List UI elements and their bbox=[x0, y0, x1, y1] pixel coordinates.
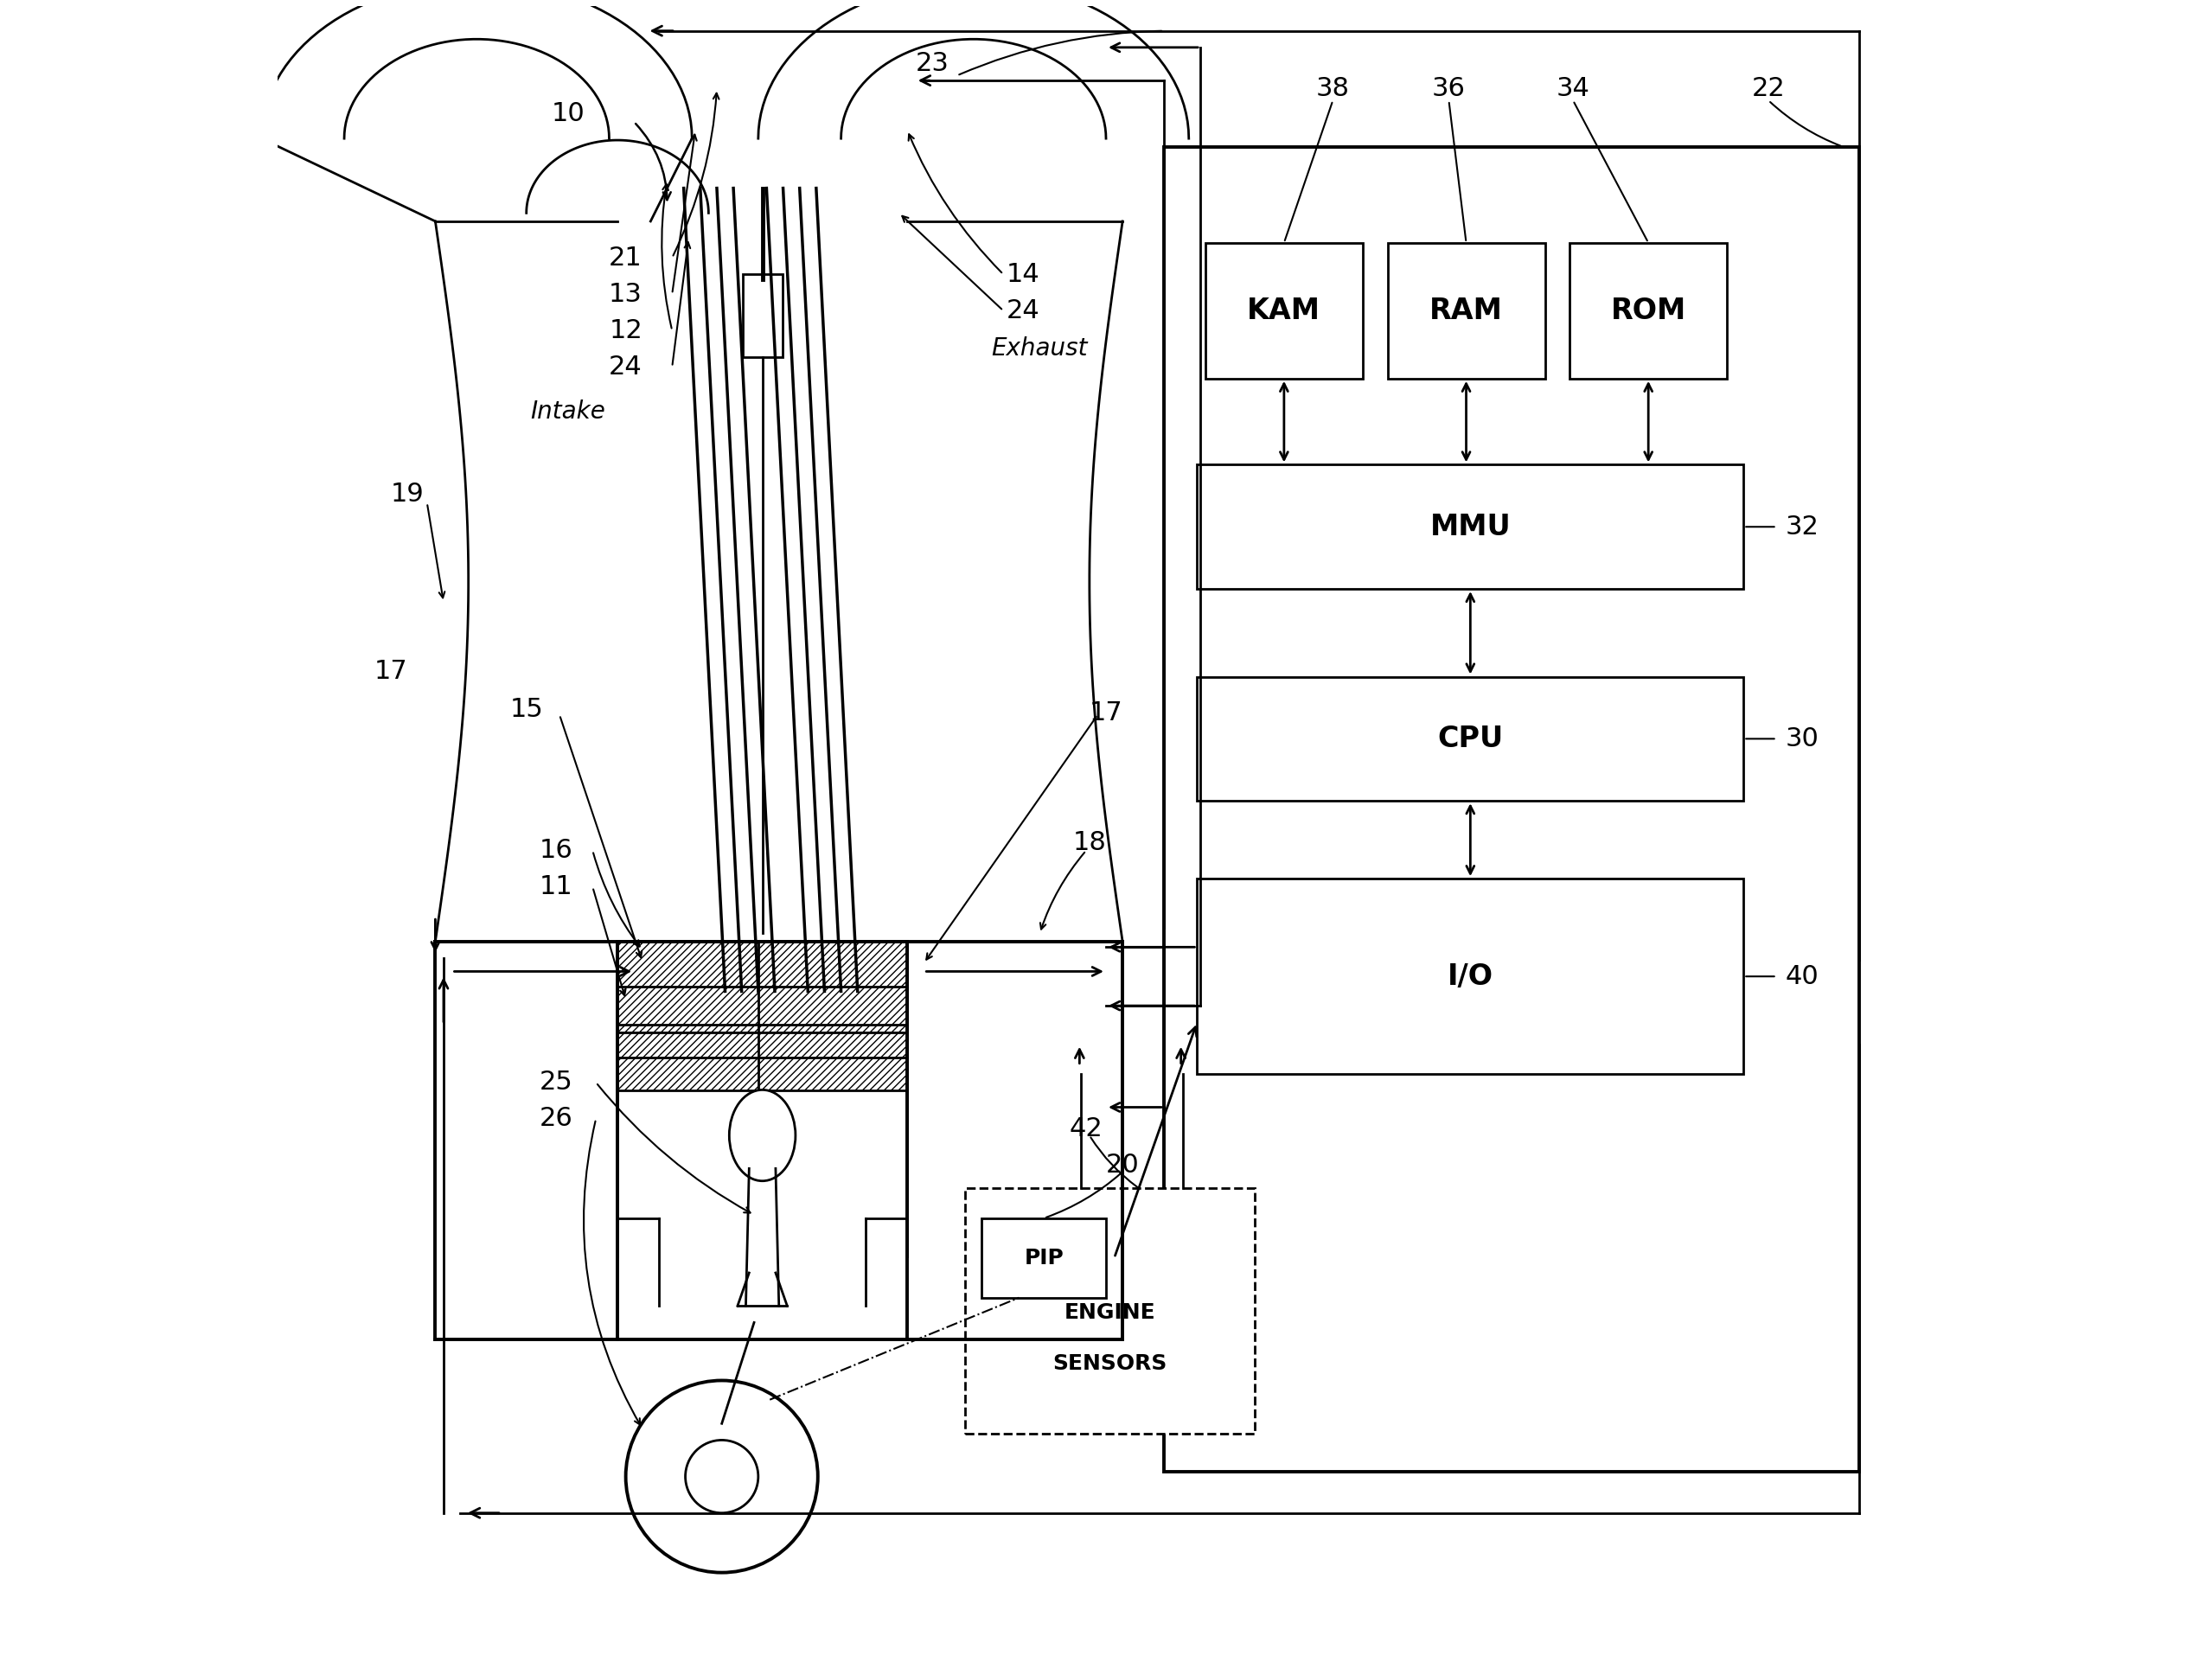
Text: 19: 19 bbox=[389, 482, 425, 507]
Bar bbox=[1387, 244, 1544, 379]
Text: 14: 14 bbox=[1006, 262, 1040, 287]
Text: 15: 15 bbox=[509, 697, 544, 722]
Bar bbox=[1197, 465, 1743, 589]
Text: RAM: RAM bbox=[1429, 297, 1502, 325]
Text: 20: 20 bbox=[1106, 1153, 1139, 1178]
Text: SENSORS: SENSORS bbox=[1053, 1353, 1168, 1374]
Text: 42: 42 bbox=[1068, 1116, 1104, 1141]
Polygon shape bbox=[617, 1032, 768, 1091]
Bar bbox=[1206, 244, 1363, 379]
Bar bbox=[1571, 244, 1728, 379]
Text: 32: 32 bbox=[1785, 514, 1818, 539]
Text: 24: 24 bbox=[1006, 299, 1040, 324]
Text: 25: 25 bbox=[540, 1069, 573, 1094]
Text: 30: 30 bbox=[1785, 726, 1818, 751]
Text: ENGINE: ENGINE bbox=[1064, 1303, 1157, 1323]
Text: 40: 40 bbox=[1785, 964, 1818, 989]
Text: 21: 21 bbox=[608, 245, 641, 270]
Circle shape bbox=[626, 1381, 818, 1573]
Text: CPU: CPU bbox=[1438, 724, 1504, 752]
Text: 23: 23 bbox=[916, 52, 949, 77]
Text: I/O: I/O bbox=[1447, 962, 1493, 991]
Bar bbox=[982, 1218, 1106, 1298]
Text: KAM: KAM bbox=[1248, 297, 1321, 325]
Text: ROM: ROM bbox=[1610, 297, 1686, 325]
Text: 24: 24 bbox=[608, 355, 641, 380]
Text: Intake: Intake bbox=[531, 400, 606, 424]
Text: 36: 36 bbox=[1431, 77, 1467, 102]
Bar bbox=[964, 1188, 1254, 1433]
Text: MMU: MMU bbox=[1429, 512, 1511, 540]
Bar bbox=[743, 274, 783, 357]
Text: 38: 38 bbox=[1316, 77, 1349, 102]
Text: 13: 13 bbox=[608, 282, 641, 307]
Text: 16: 16 bbox=[540, 837, 573, 862]
Text: 18: 18 bbox=[1073, 829, 1106, 854]
Text: 26: 26 bbox=[540, 1106, 573, 1131]
Text: 11: 11 bbox=[540, 874, 573, 899]
Bar bbox=[1197, 677, 1743, 801]
Polygon shape bbox=[759, 942, 907, 1032]
Text: Exhaust: Exhaust bbox=[991, 337, 1088, 360]
Text: 17: 17 bbox=[1088, 701, 1124, 726]
Text: 17: 17 bbox=[374, 659, 407, 684]
Bar bbox=[1197, 879, 1743, 1074]
Ellipse shape bbox=[730, 1089, 796, 1181]
Bar bbox=[1164, 147, 1860, 1471]
Circle shape bbox=[686, 1439, 759, 1513]
Text: 12: 12 bbox=[608, 319, 641, 344]
Polygon shape bbox=[759, 1032, 907, 1091]
Text: 34: 34 bbox=[1557, 77, 1590, 102]
Text: 22: 22 bbox=[1752, 77, 1785, 102]
Polygon shape bbox=[617, 942, 768, 1032]
Text: PIP: PIP bbox=[1024, 1248, 1064, 1268]
Text: 10: 10 bbox=[551, 102, 584, 127]
